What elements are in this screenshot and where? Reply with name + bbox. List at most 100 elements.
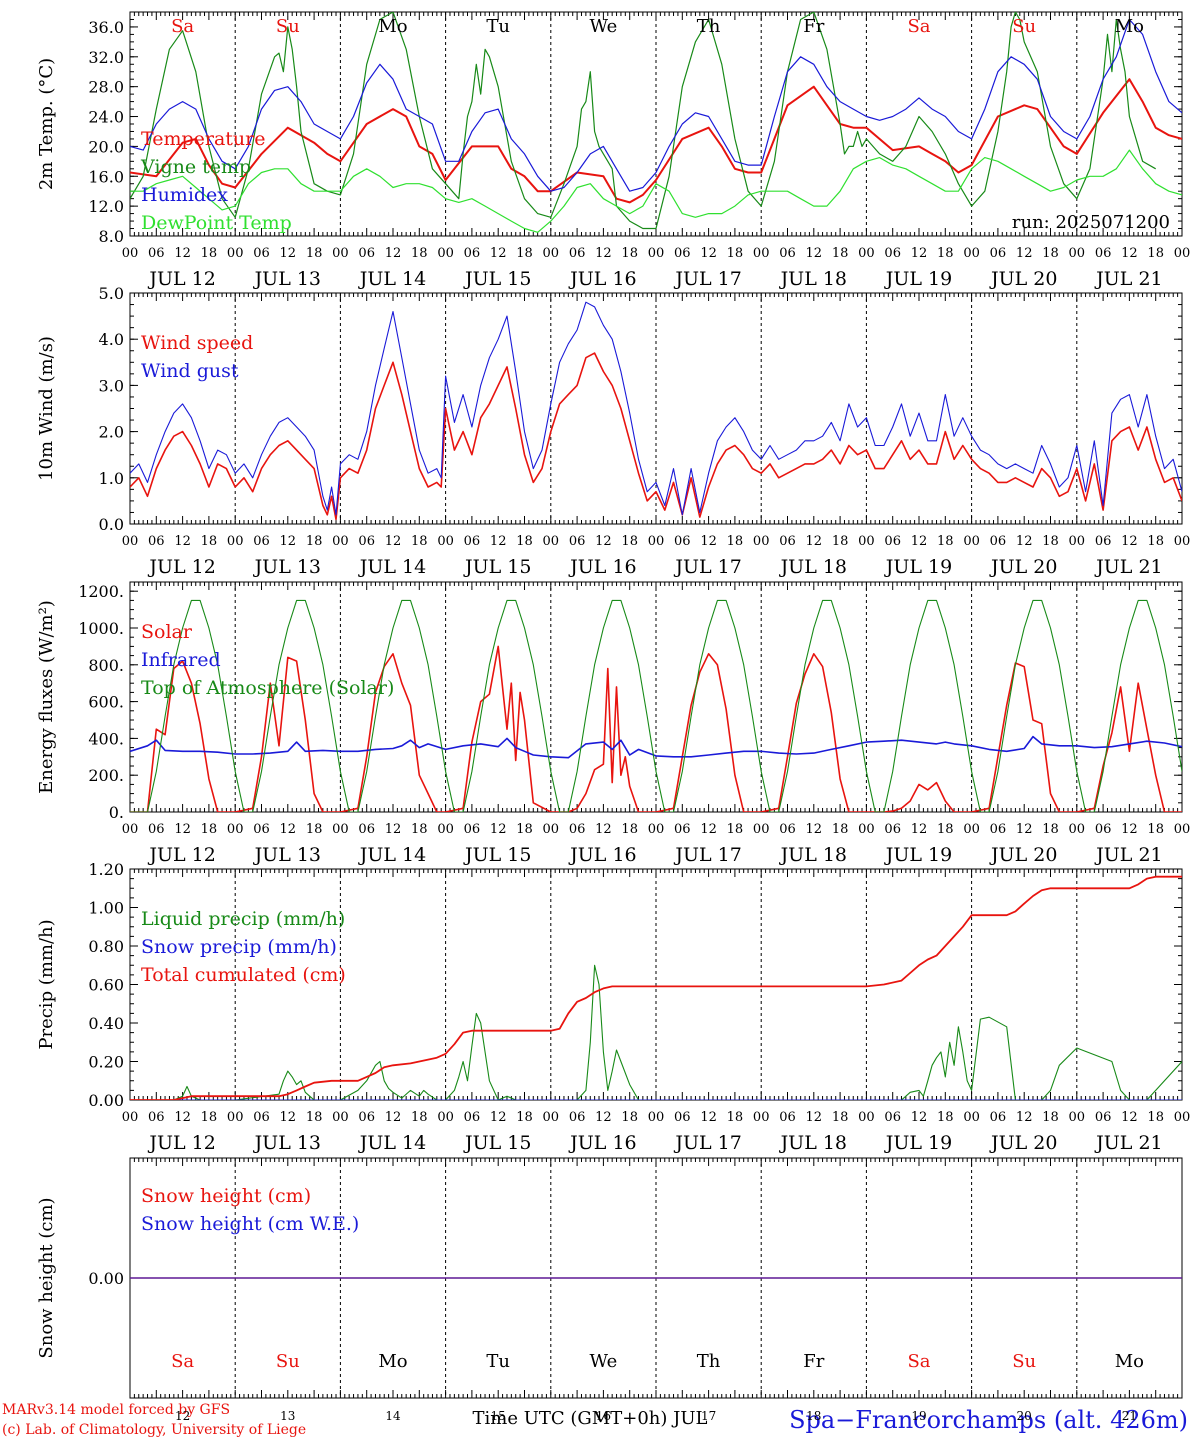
hour-tick-label: 12 xyxy=(280,1110,297,1125)
credits-line-2: (c) Lab. of Climatology, University of L… xyxy=(2,1422,306,1438)
day-name-label: Sa xyxy=(907,16,930,37)
hour-tick-label: 00 xyxy=(1174,1110,1191,1125)
hour-tick-label: 00 xyxy=(437,822,454,837)
hour-tick-label: 18 xyxy=(621,534,638,549)
date-label: JUL 21 xyxy=(1094,268,1162,290)
day-name-label: Su xyxy=(1012,16,1036,37)
series-line-solar xyxy=(130,645,1182,812)
hour-tick-label: 00 xyxy=(648,246,665,261)
hour-tick-label: 00 xyxy=(858,246,875,261)
series-group xyxy=(130,599,1182,812)
hour-tick-label: 12 xyxy=(490,246,507,261)
hour-tick-label: 06 xyxy=(358,822,375,837)
y-tick-label: 0. xyxy=(109,803,124,822)
hour-tick-label: 00 xyxy=(543,534,560,549)
day-name-label: We xyxy=(590,16,618,37)
y-tick-label: 800. xyxy=(88,656,124,675)
y-tick-label: 32.0 xyxy=(88,48,124,67)
hour-tick-label: 12 xyxy=(806,246,823,261)
hour-tick-label: 06 xyxy=(1095,534,1112,549)
y-tick-label: 0.00 xyxy=(88,1269,124,1288)
hour-tick-label: 18 xyxy=(937,246,954,261)
date-label: JUL 15 xyxy=(463,268,531,290)
hour-tick-label: 00 xyxy=(543,822,560,837)
hour-tick-label: 00 xyxy=(122,246,139,261)
series-group xyxy=(130,875,1182,1100)
y-tick-label: 0.20 xyxy=(88,1053,124,1072)
hour-tick-label: 00 xyxy=(753,534,770,549)
hour-tick-label: 18 xyxy=(1042,1110,1059,1125)
hour-tick-label: 18 xyxy=(1147,822,1164,837)
hour-tick-label: 00 xyxy=(1174,246,1191,261)
hour-tick-label: 18 xyxy=(727,246,744,261)
hour-tick-label: 18 xyxy=(1147,534,1164,549)
hour-tick-label: 00 xyxy=(753,246,770,261)
hour-tick-label: 00 xyxy=(963,822,980,837)
day-name-label: Su xyxy=(276,1351,300,1372)
hour-tick-label: 00 xyxy=(332,534,349,549)
legend-entry: Infrared xyxy=(141,649,221,671)
hour-tick-label: 00 xyxy=(1069,534,1086,549)
hour-tick-label: 18 xyxy=(621,246,638,261)
hour-tick-label: 06 xyxy=(674,822,691,837)
hour-tick-label: 18 xyxy=(306,246,323,261)
hour-tick-label: 06 xyxy=(884,534,901,549)
hour-tick-label: 12 xyxy=(911,1110,928,1125)
hour-tick-label: 00 xyxy=(332,246,349,261)
date-label: JUL 12 xyxy=(147,844,215,866)
hour-tick-label: 00 xyxy=(858,534,875,549)
date-label: JUL 13 xyxy=(253,844,321,866)
hour-tick-label: 12 xyxy=(700,1110,717,1125)
hour-tick-label: 06 xyxy=(358,246,375,261)
hour-tick-label: 00 xyxy=(543,246,560,261)
hour-tick-label: 18 xyxy=(727,534,744,549)
hour-tick-label: 12 xyxy=(595,534,612,549)
hour-tick-label: 18 xyxy=(411,534,428,549)
hour-tick-label: 00 xyxy=(648,822,665,837)
hour-tick-label: 18 xyxy=(516,822,533,837)
day-name-label: Mo xyxy=(1115,1351,1144,1372)
legend-entry: Total cumulated (cm) xyxy=(141,964,346,986)
hour-tick-label: 06 xyxy=(253,246,270,261)
hour-tick-label: 00 xyxy=(963,246,980,261)
series-line-total-cumulated-cm- xyxy=(130,875,1182,1100)
date-label: JUL 16 xyxy=(568,268,636,290)
y-axis-title: 10m Wind (m/s) xyxy=(36,336,57,481)
date-label: JUL 17 xyxy=(673,556,741,578)
hour-tick-label: 06 xyxy=(148,534,165,549)
day-name-label: Th xyxy=(697,1351,721,1372)
date-label: JUL 15 xyxy=(463,844,531,866)
hour-tick-label: 12 xyxy=(700,534,717,549)
day-number-label: 19 xyxy=(911,1409,926,1423)
hour-tick-label: 06 xyxy=(1095,1110,1112,1125)
series-line-top-of-atmosphere-solar- xyxy=(130,599,1182,812)
legend-entry: Temperature xyxy=(141,128,265,150)
hour-tick-label: 18 xyxy=(411,246,428,261)
hour-tick-label: 00 xyxy=(227,822,244,837)
day-number-label: 18 xyxy=(806,1409,821,1423)
legend-entry: Liquid precip (mm/h) xyxy=(141,908,345,930)
hour-tick-label: 18 xyxy=(411,822,428,837)
hour-tick-label: 06 xyxy=(253,534,270,549)
series-line-wind-gust xyxy=(130,301,1182,516)
y-tick-label: 0.60 xyxy=(88,976,124,995)
run-annotation: run: 2025071200 xyxy=(1012,212,1170,233)
hour-tick-label: 00 xyxy=(122,1110,139,1125)
day-number-label: 15 xyxy=(491,1409,506,1423)
hour-tick-label: 00 xyxy=(858,822,875,837)
y-tick-label: 36.0 xyxy=(88,18,124,37)
hour-tick-label: 00 xyxy=(437,1110,454,1125)
hour-tick-label: 06 xyxy=(569,822,586,837)
hour-tick-label: 00 xyxy=(1069,822,1086,837)
date-label: JUL 12 xyxy=(147,268,215,290)
legend-entry: Solar xyxy=(141,621,193,643)
hour-tick-label: 00 xyxy=(1069,246,1086,261)
date-label: JUL 17 xyxy=(673,1132,741,1154)
panel-precip: 0.00 0.20 0.40 0.60 0.80 1.00 1.20 Precip (mm/h… xyxy=(36,860,1190,1154)
hour-tick-label: 18 xyxy=(201,534,218,549)
legend-entry: Top of Atmosphere (Solar) xyxy=(141,677,394,699)
y-tick-label: 2.0 xyxy=(99,423,124,442)
hour-tick-label: 18 xyxy=(1042,246,1059,261)
date-label: JUL 19 xyxy=(884,844,952,866)
series-line-infrared xyxy=(130,735,1182,759)
